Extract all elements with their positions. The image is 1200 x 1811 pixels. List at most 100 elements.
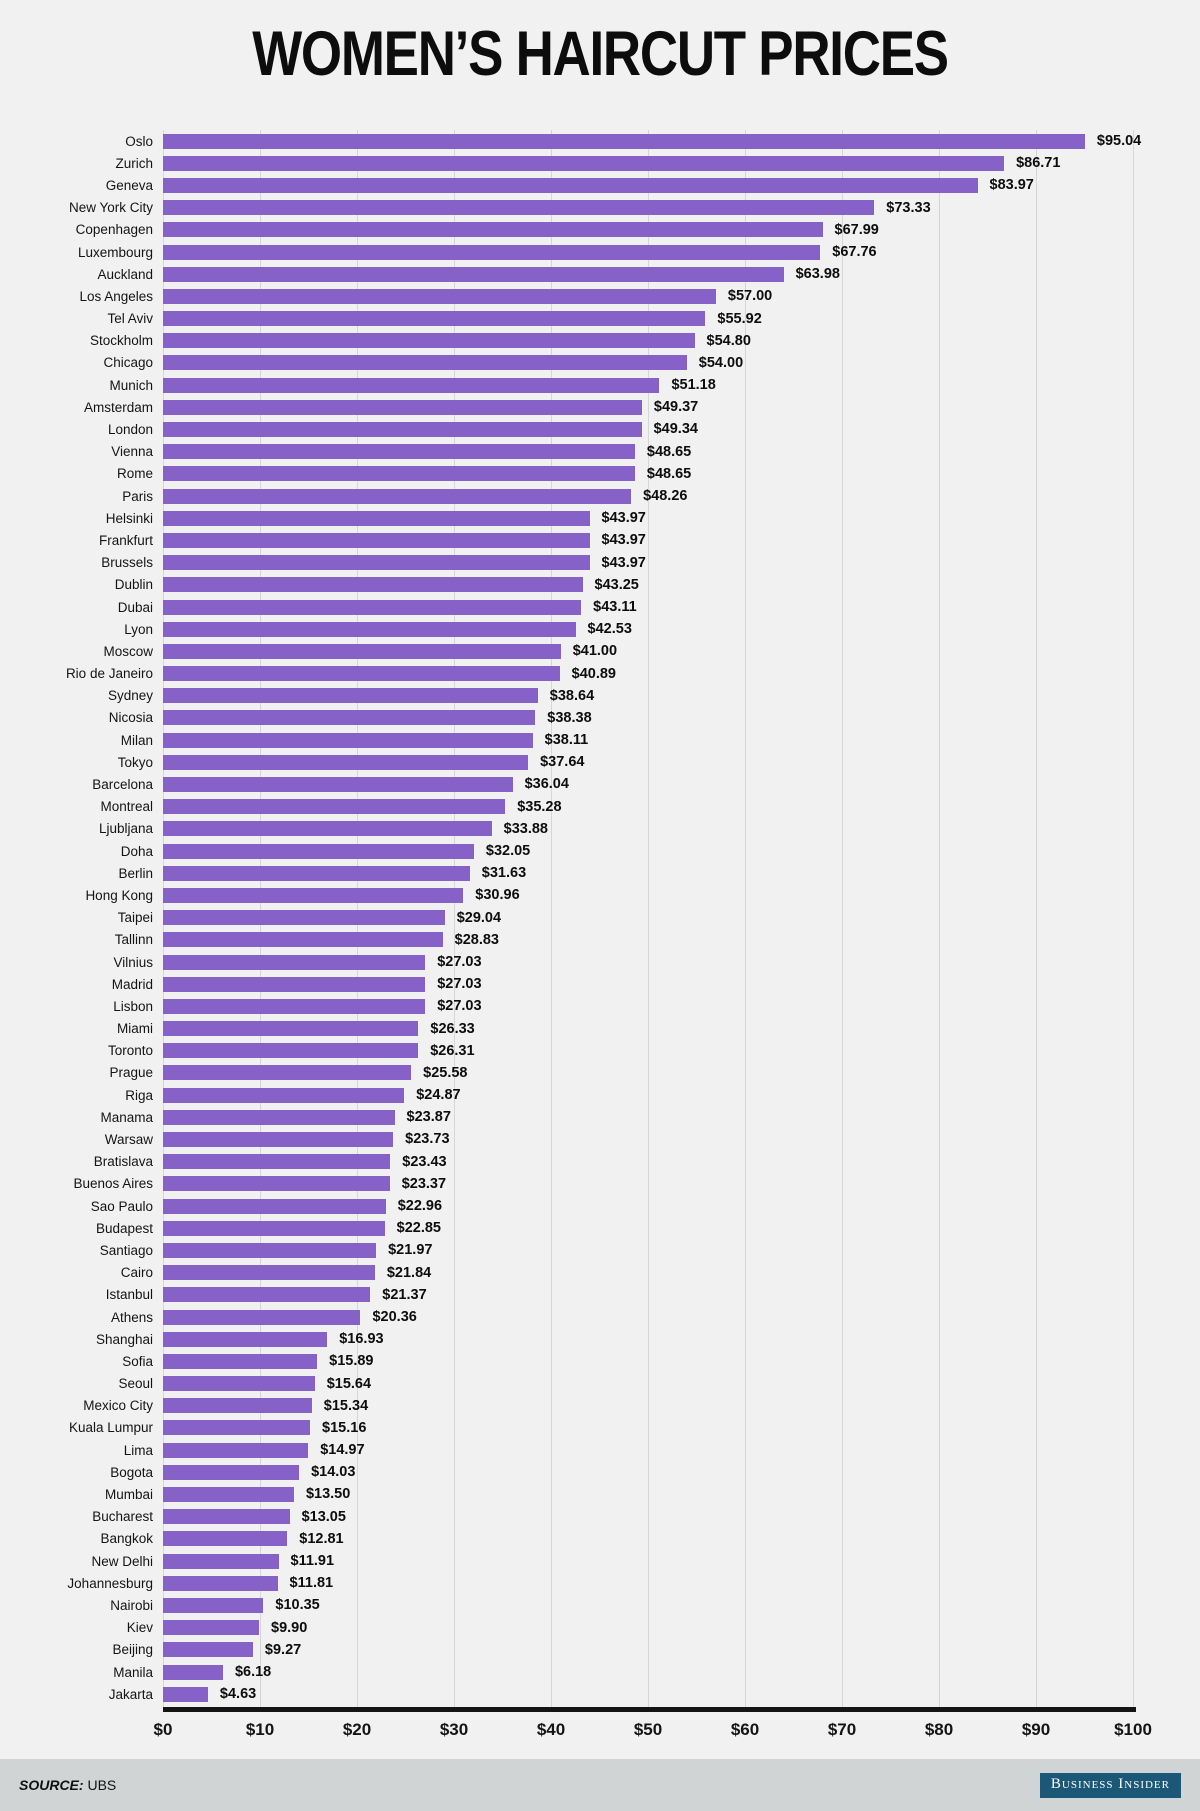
bar-value-label: $23.43 — [402, 1153, 447, 1170]
bar-category-label: Mexico City — [83, 1398, 153, 1414]
bar-row: Bogota $14.03 — [0, 1461, 1200, 1483]
bar-value-label: $29.04 — [456, 909, 502, 926]
bar-row: Kiev $9.90 — [0, 1617, 1200, 1639]
bar-row: Nicosia $38.38 — [0, 707, 1200, 729]
bar — [163, 1353, 318, 1369]
bar-row: Shanghai $16.93 — [0, 1328, 1200, 1350]
bar-category-label: Madrid — [111, 976, 153, 992]
x-axis-line — [163, 1707, 1136, 1712]
bar-category-label: Santiago — [99, 1242, 153, 1258]
bar-category-label: New Delhi — [91, 1553, 153, 1569]
bar-row: Athens $20.36 — [0, 1306, 1200, 1328]
bar-category-label: Dubai — [117, 599, 153, 615]
bar — [163, 1198, 386, 1214]
bar-value-label: $37.64 — [540, 754, 585, 771]
bar-category-label: Berlin — [118, 865, 153, 881]
bar-category-label: Tel Aviv — [107, 311, 153, 327]
footer-bar: SOURCE: UBS Business Insider — [0, 1759, 1200, 1811]
bar-row: Los Angeles $57.00 — [0, 285, 1200, 307]
bar — [163, 155, 1005, 171]
bar-value-label: $43.97 — [601, 510, 646, 527]
bar-value-label: $36.04 — [524, 776, 569, 793]
bar-row: Bucharest $13.05 — [0, 1506, 1200, 1528]
bar-value-label: $54.00 — [698, 354, 744, 371]
bar-category-label: Mumbai — [104, 1487, 153, 1503]
bar-category-label: Copenhagen — [75, 222, 153, 238]
bar-row: Tokyo $37.64 — [0, 751, 1200, 773]
bar-row: Vilnius $27.03 — [0, 951, 1200, 973]
bar-category-label: Luxembourg — [77, 244, 153, 260]
bar-value-label: $13.05 — [301, 1508, 346, 1525]
bar-value-label: $54.80 — [706, 332, 751, 349]
bar-row: Zurich $86.71 — [0, 152, 1200, 174]
bar-value-label: $10.35 — [275, 1597, 320, 1614]
bar-category-label: Johannesburg — [67, 1575, 153, 1591]
bar-value-label: $23.73 — [405, 1131, 450, 1148]
bar-row: London $49.34 — [0, 418, 1200, 440]
bar-category-label: Bangkok — [100, 1531, 153, 1547]
bar-value-label: $38.11 — [544, 732, 589, 749]
bar-row: Lisbon $27.03 — [0, 995, 1200, 1017]
bar — [163, 1464, 300, 1480]
bar-value-label: $31.63 — [481, 865, 527, 882]
bar-row: Prague $25.58 — [0, 1062, 1200, 1084]
bar — [163, 1509, 290, 1525]
bar-category-label: Sofia — [122, 1353, 153, 1369]
bar-row: Manama $23.87 — [0, 1106, 1200, 1128]
bar — [163, 1553, 279, 1569]
bar — [163, 1132, 394, 1148]
bar-category-label: Lima — [123, 1442, 153, 1458]
bar-value-label: $14.97 — [320, 1442, 365, 1459]
bar — [163, 444, 635, 460]
bar — [163, 1620, 260, 1636]
bar-category-label: Manama — [100, 1109, 153, 1125]
bar-value-label: $9.90 — [271, 1619, 308, 1636]
bar — [163, 843, 474, 859]
bar-category-label: Kiev — [126, 1620, 153, 1636]
bar-row: Sydney $38.64 — [0, 685, 1200, 707]
bar — [163, 1597, 264, 1613]
gridline — [939, 130, 940, 1707]
bar-value-label: $23.87 — [406, 1109, 451, 1126]
x-axis-tick-label: $40 — [536, 1720, 566, 1739]
bar-category-label: Bogota — [110, 1464, 153, 1480]
bar-row: Brussels $43.97 — [0, 552, 1200, 574]
bar — [163, 1420, 311, 1436]
bar-category-label: Jakarta — [108, 1686, 153, 1702]
bar-value-label: $32.05 — [485, 843, 531, 859]
bar-value-label: $86.71 — [1016, 155, 1061, 172]
bar-row: Mumbai $13.50 — [0, 1483, 1200, 1505]
bar-row: Miami $26.33 — [0, 1018, 1200, 1040]
bar — [163, 1442, 309, 1458]
bar-category-label: Hong Kong — [85, 887, 153, 903]
bar — [163, 488, 632, 504]
gridline — [745, 130, 746, 1707]
bar-value-label: $21.97 — [388, 1242, 433, 1259]
x-axis-tick-labels: $0 $10 $20 $30 $40 $50 $60 $70 $80 $90 $100 — [0, 1720, 1200, 1750]
bar-value-label: $6.18 — [234, 1663, 272, 1680]
bar-category-label: Rome — [116, 466, 153, 482]
bar-row: Rome $48.65 — [0, 463, 1200, 485]
title-bar: WOMEN’S HAIRCUT PRICES — [0, 18, 1200, 90]
bar-value-label: $48.26 — [643, 488, 688, 504]
bar-row: Madrid $27.03 — [0, 973, 1200, 995]
bar-category-label: Moscow — [103, 643, 153, 659]
bar-row: Bangkok $12.81 — [0, 1528, 1200, 1550]
bar — [163, 1398, 312, 1414]
bar-category-label: Doha — [120, 843, 153, 859]
bar-row: Kuala Lumpur $15.16 — [0, 1417, 1200, 1439]
bar — [163, 1043, 419, 1059]
bar-row: Seoul $15.64 — [0, 1373, 1200, 1395]
bar-value-label: $15.64 — [326, 1375, 372, 1392]
bar-value-label: $40.89 — [571, 665, 616, 682]
bar — [163, 777, 513, 793]
bar-category-label: Athens — [110, 1309, 153, 1325]
bar-row: Moscow $41.00 — [0, 640, 1200, 662]
bar — [163, 976, 426, 992]
bar-category-label: Amsterdam — [83, 399, 153, 415]
bar-row: Hong Kong $30.96 — [0, 884, 1200, 906]
bar-category-label: Seoul — [118, 1376, 153, 1392]
bar-category-label: Vilnius — [113, 954, 153, 970]
x-axis-tick-label: $60 — [730, 1720, 760, 1739]
source-label: SOURCE: — [19, 1777, 84, 1793]
